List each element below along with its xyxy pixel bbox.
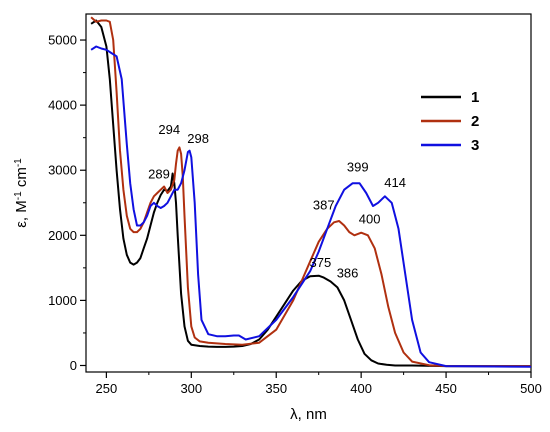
x-tick-label: 500 <box>520 381 542 396</box>
peak-label: 400 <box>359 212 381 227</box>
y-tick-label: 2000 <box>48 228 77 243</box>
y-tick-label: 1000 <box>48 293 77 308</box>
peak-label: 386 <box>337 266 359 281</box>
series-line-3 <box>90 45 532 368</box>
x-tick-label: 350 <box>265 381 287 396</box>
plot-border <box>85 13 532 373</box>
x-axis-title: λ, nm <box>290 406 327 423</box>
y-axis-title: ε, M-1 cm-1 <box>13 158 31 228</box>
series-line-2 <box>90 16 531 368</box>
plot-frame <box>85 13 532 373</box>
y-tick-label: 0 <box>70 358 77 373</box>
peak-label: 414 <box>384 175 406 190</box>
y-axis-title-part: ε, M <box>13 200 30 228</box>
peak-label: 387 <box>313 197 335 212</box>
peak-label: 298 <box>187 131 209 146</box>
y-tick-label: 3000 <box>48 163 77 178</box>
axis-ticks <box>80 39 532 378</box>
peak-label: 289 <box>148 167 170 182</box>
x-tick-label: 400 <box>350 381 372 396</box>
peak-label: 375 <box>310 255 332 270</box>
x-tick-label: 450 <box>435 381 457 396</box>
y-tick-label: 5000 <box>48 33 77 48</box>
y-tick-label: 4000 <box>48 98 77 113</box>
peak-label: 294 <box>158 122 180 137</box>
legend-label-3: 3 <box>471 137 479 154</box>
series-line-1 <box>90 19 531 368</box>
series-lines <box>90 16 532 368</box>
y-axis-title-superscript: -1 <box>13 191 24 200</box>
x-tick-label: 300 <box>180 381 202 396</box>
y-axis-title-part: cm <box>13 167 30 191</box>
legend-label-2: 2 <box>471 113 479 130</box>
legend-label-1: 1 <box>471 89 479 106</box>
legend: 1 2 3 <box>421 89 479 154</box>
peak-annotations: 289 294 298 375 386 387 400 399 414 <box>148 122 406 281</box>
peak-label: 399 <box>347 160 369 175</box>
y-axis-title-superscript: -1 <box>13 158 24 167</box>
x-tick-label: 250 <box>96 381 118 396</box>
